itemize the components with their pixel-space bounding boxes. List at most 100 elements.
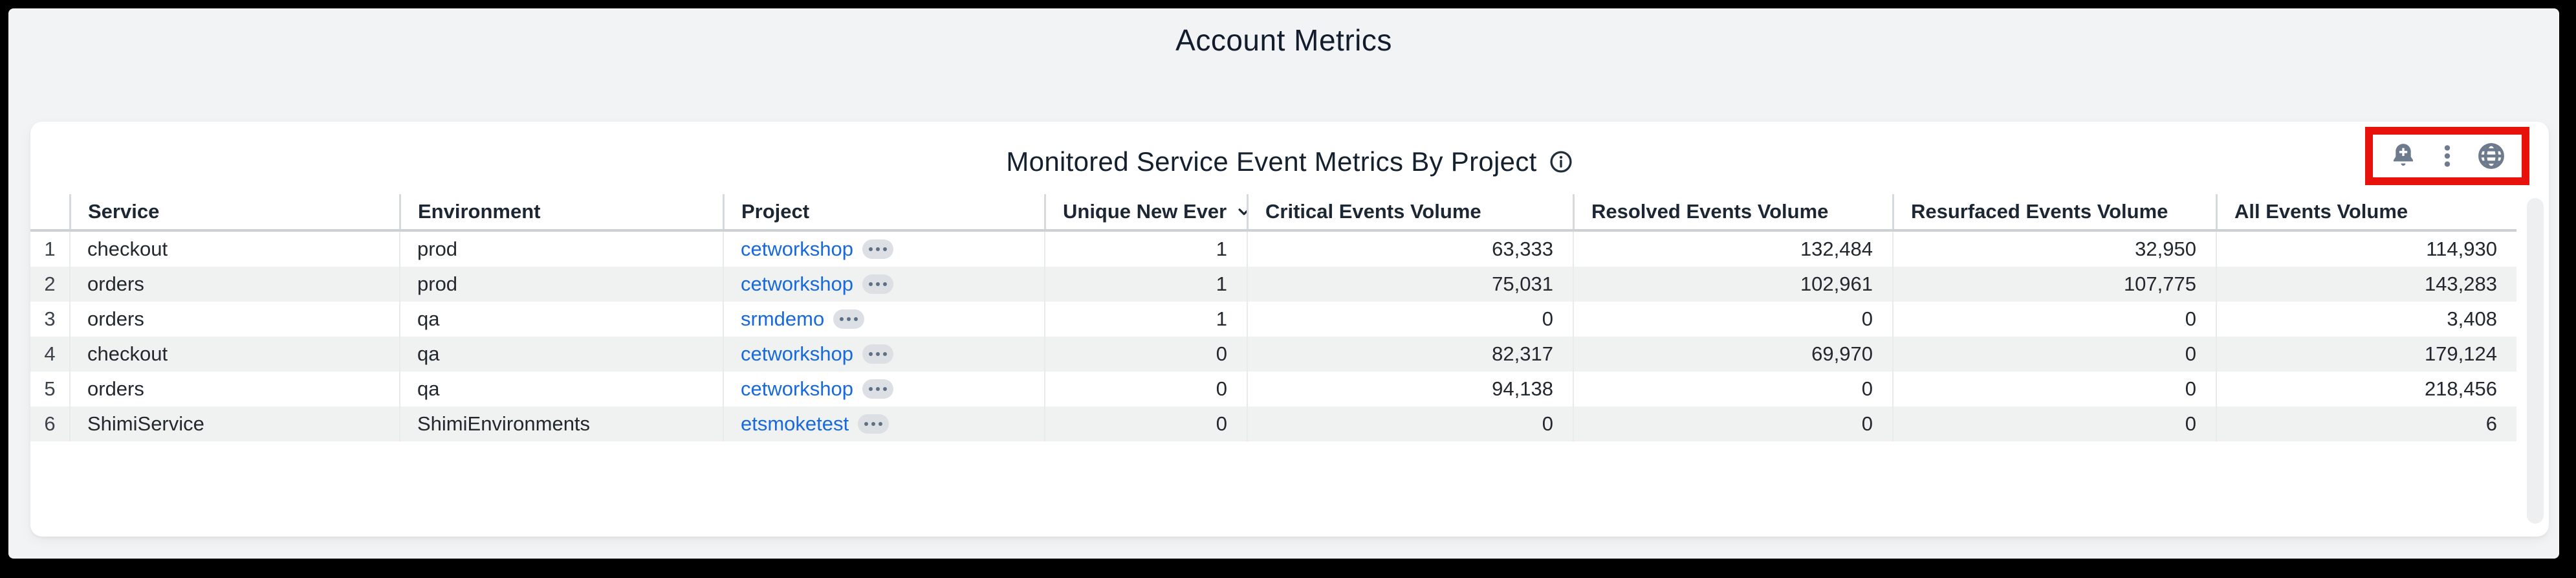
project-link[interactable]: cetworkshop bbox=[741, 342, 854, 365]
project-cell: cetworkshop bbox=[723, 232, 1044, 267]
data-links-button[interactable] bbox=[2476, 141, 2506, 171]
environment-cell: prod bbox=[399, 267, 723, 302]
project-cell: etsmoketest bbox=[723, 406, 1044, 441]
environment-cell: qa bbox=[399, 372, 723, 406]
row-number-cell: 5 bbox=[44, 377, 56, 400]
resurfaced-events-volume-cell: 32,950 bbox=[1892, 232, 2216, 267]
bell-plus-icon bbox=[2388, 141, 2418, 171]
data-links-pill[interactable] bbox=[833, 309, 865, 329]
project-link[interactable]: cetworkshop bbox=[741, 238, 854, 260]
row-number-cell: 4 bbox=[44, 342, 56, 365]
table-panel: Monitored Service Event Metrics By Proje… bbox=[30, 122, 2549, 537]
critical-events-volume-cell: 0 bbox=[1247, 302, 1573, 337]
add-alert-button[interactable] bbox=[2388, 141, 2418, 171]
all-events-volume-cell: 179,124 bbox=[2216, 337, 2516, 372]
info-circle-icon[interactable] bbox=[1549, 150, 1573, 174]
column-header-label: Unique New Ever bbox=[1063, 200, 1227, 223]
column-header-project[interactable]: Project bbox=[723, 194, 1044, 229]
critical-events-volume-cell: 0 bbox=[1247, 406, 1573, 441]
data-links-pill[interactable] bbox=[862, 274, 894, 294]
all-events-volume-cell: 114,930 bbox=[2216, 232, 2516, 267]
resolved-events-volume-cell: 0 bbox=[1573, 372, 1892, 406]
kebab-menu-icon bbox=[2434, 141, 2460, 171]
unique-new-ever-cell: 1 bbox=[1044, 302, 1247, 337]
resurfaced-events-volume-cell: 107,775 bbox=[1892, 267, 2216, 302]
table-header-row: Service Environment Project Unique New Ever… bbox=[30, 194, 2516, 232]
resolved-events-volume-cell: 132,484 bbox=[1573, 232, 1892, 267]
critical-events-volume-cell: 63,333 bbox=[1247, 232, 1573, 267]
column-header-resolved-events-volume[interactable]: Resolved Events Volume bbox=[1573, 194, 1892, 229]
resolved-events-volume-cell: 69,970 bbox=[1573, 337, 1892, 372]
data-links-pill[interactable] bbox=[858, 414, 890, 434]
row-number-cell: 6 bbox=[44, 412, 56, 435]
table-row: 6 ShimiService ShimiEnvironments etsmoketes… bbox=[30, 406, 2516, 441]
service-cell: orders bbox=[69, 372, 399, 406]
table-row: 1 checkout prod cetworkshop 1 63,333 132,484 32… bbox=[30, 232, 2516, 267]
project-link[interactable]: cetworkshop bbox=[741, 377, 854, 400]
panel-actions-highlight-box bbox=[2365, 127, 2529, 185]
table-row: 5 orders qa cetworkshop 0 94,138 0 0 218,456 bbox=[30, 372, 2516, 406]
unique-new-ever-cell: 0 bbox=[1044, 406, 1247, 441]
column-header-environment[interactable]: Environment bbox=[399, 194, 723, 229]
column-header-label: Service bbox=[88, 200, 160, 223]
unique-new-ever-cell: 0 bbox=[1044, 337, 1247, 372]
all-events-volume-cell: 3,408 bbox=[2216, 302, 2516, 337]
project-link[interactable]: srmdemo bbox=[741, 307, 825, 330]
resurfaced-events-volume-cell: 0 bbox=[1892, 337, 2216, 372]
table-row: 4 checkout qa cetworkshop 0 82,317 69,970 0 179,… bbox=[30, 337, 2516, 372]
column-header-row-number[interactable] bbox=[30, 194, 69, 229]
row-number-cell: 2 bbox=[44, 272, 56, 295]
panel-menu-button[interactable] bbox=[2432, 141, 2462, 171]
panel-title: Monitored Service Event Metrics By Proje… bbox=[1006, 146, 1537, 177]
dashboard-page: Account Metrics Monitored Service Event … bbox=[8, 8, 2559, 559]
all-events-volume-cell: 218,456 bbox=[2216, 372, 2516, 406]
page-title: Account Metrics bbox=[1175, 23, 1392, 57]
table-row: 2 orders prod cetworkshop 1 75,031 102,961 107,… bbox=[30, 267, 2516, 302]
column-header-label: Resurfaced Events Volume bbox=[1911, 200, 2168, 223]
service-cell: orders bbox=[69, 302, 399, 337]
column-header-critical-events-volume[interactable]: Critical Events Volume bbox=[1247, 194, 1573, 229]
row-number-cell: 3 bbox=[44, 307, 56, 330]
unique-new-ever-cell: 0 bbox=[1044, 372, 1247, 406]
service-cell: orders bbox=[69, 267, 399, 302]
data-links-pill[interactable] bbox=[862, 239, 894, 259]
column-header-label: Resolved Events Volume bbox=[1591, 200, 1829, 223]
table-row: 3 orders qa srmdemo 1 0 0 0 3,408 bbox=[30, 302, 2516, 337]
all-events-volume-cell: 143,283 bbox=[2216, 267, 2516, 302]
column-header-label: Critical Events Volume bbox=[1265, 200, 1481, 223]
environment-cell: ShimiEnvironments bbox=[399, 406, 723, 441]
all-events-volume-cell: 6 bbox=[2216, 406, 2516, 441]
data-links-pill[interactable] bbox=[862, 379, 894, 399]
project-link[interactable]: etsmoketest bbox=[741, 412, 849, 435]
column-header-all-events-volume[interactable]: All Events Volume bbox=[2216, 194, 2516, 229]
project-link[interactable]: cetworkshop bbox=[741, 272, 854, 295]
column-header-service[interactable]: Service bbox=[69, 194, 399, 229]
resurfaced-events-volume-cell: 0 bbox=[1892, 406, 2216, 441]
resolved-events-volume-cell: 0 bbox=[1573, 302, 1892, 337]
resolved-events-volume-cell: 0 bbox=[1573, 406, 1892, 441]
project-cell: cetworkshop bbox=[723, 337, 1044, 372]
service-cell: ShimiService bbox=[69, 406, 399, 441]
unique-new-ever-cell: 1 bbox=[1044, 267, 1247, 302]
project-cell: cetworkshop bbox=[723, 267, 1044, 302]
project-cell: cetworkshop bbox=[723, 372, 1044, 406]
service-cell: checkout bbox=[69, 232, 399, 267]
globe-icon bbox=[2476, 141, 2506, 171]
data-links-pill[interactable] bbox=[862, 344, 894, 364]
sort-desc-icon bbox=[1234, 202, 1247, 221]
environment-cell: prod bbox=[399, 232, 723, 267]
environment-cell: qa bbox=[399, 302, 723, 337]
critical-events-volume-cell: 75,031 bbox=[1247, 267, 1573, 302]
column-header-unique-new-ever[interactable]: Unique New Ever bbox=[1044, 194, 1247, 229]
critical-events-volume-cell: 82,317 bbox=[1247, 337, 1573, 372]
resurfaced-events-volume-cell: 0 bbox=[1892, 372, 2216, 406]
vertical-scrollbar[interactable] bbox=[2527, 198, 2544, 524]
service-cell: checkout bbox=[69, 337, 399, 372]
column-header-label: Project bbox=[741, 200, 810, 223]
unique-new-ever-cell: 1 bbox=[1044, 232, 1247, 267]
critical-events-volume-cell: 94,138 bbox=[1247, 372, 1573, 406]
panel-header: Monitored Service Event Metrics By Proje… bbox=[30, 122, 2549, 194]
metrics-table: Service Environment Project Unique New Ever… bbox=[30, 194, 2516, 441]
column-header-resurfaced-events-volume[interactable]: Resurfaced Events Volume bbox=[1892, 194, 2216, 229]
column-header-label: All Events Volume bbox=[2234, 200, 2408, 223]
